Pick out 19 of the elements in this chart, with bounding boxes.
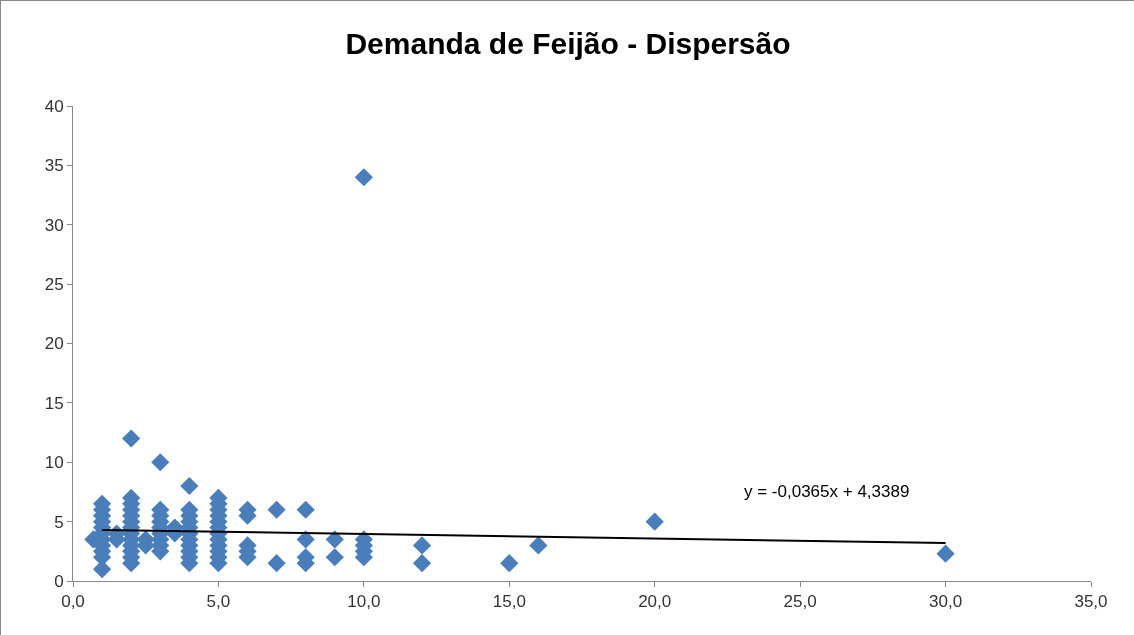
x-tick-label: 0,0 <box>61 592 85 612</box>
annotation: y = -0,0365x + 4,3389 <box>744 482 910 501</box>
y-tick-label: 35 <box>44 156 64 176</box>
x-tick-label: 10,0 <box>347 592 381 612</box>
x-tick-label: 20,0 <box>638 592 672 612</box>
y-tick-label: 30 <box>44 215 64 235</box>
x-tick-label: 15,0 <box>492 592 526 612</box>
y-tick-label: 40 <box>44 96 64 116</box>
y-tick-label: 5 <box>54 512 64 532</box>
y-tick-label: 20 <box>44 334 64 354</box>
chart-title: Demanda de Feijão - Dispersão <box>345 26 791 60</box>
x-tick-label: 30,0 <box>929 592 963 612</box>
y-tick-label: 10 <box>44 453 64 473</box>
x-tick-label: 35,0 <box>1074 592 1108 612</box>
y-tick-label: 15 <box>44 393 64 413</box>
y-tick-label: 25 <box>44 275 64 295</box>
x-tick-label: 5,0 <box>206 592 231 612</box>
x-tick-label: 25,0 <box>783 592 817 612</box>
y-tick-label: 0 <box>54 571 64 591</box>
